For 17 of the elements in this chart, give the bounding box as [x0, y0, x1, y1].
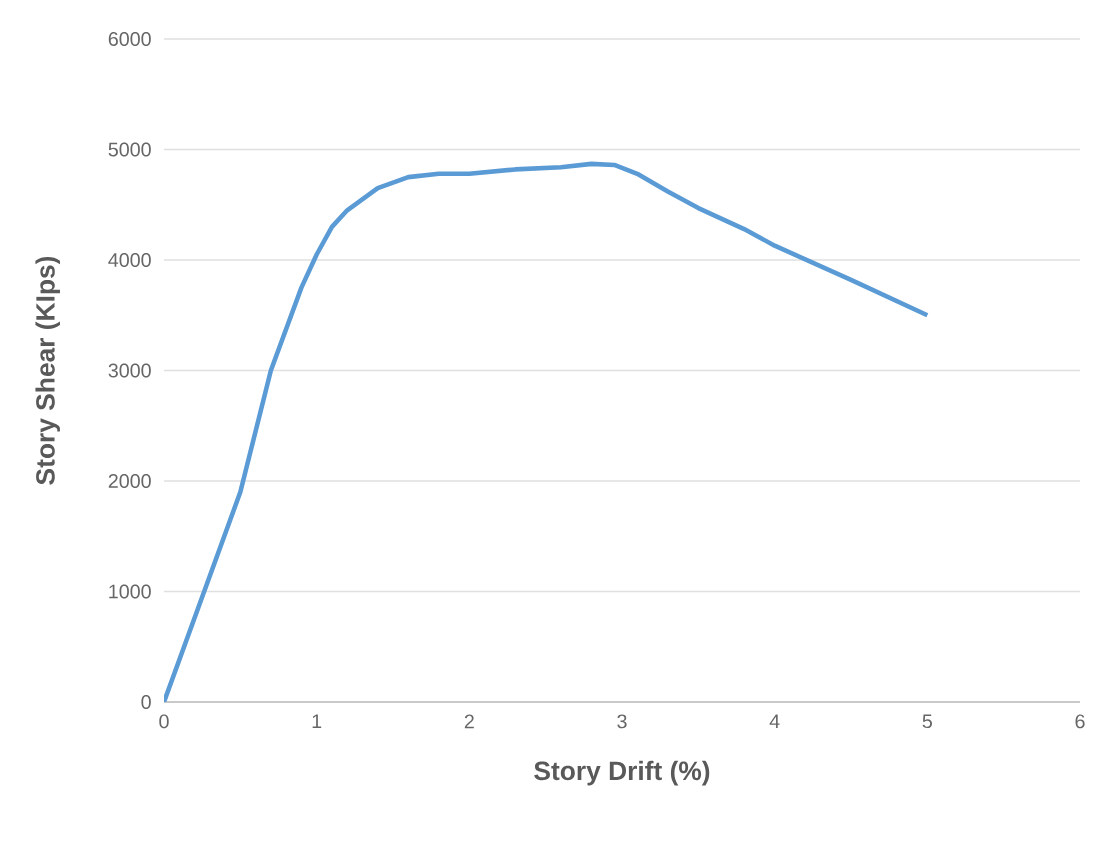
y-tick-label: 2000: [108, 474, 151, 488]
y-tick-label: 6000: [108, 32, 151, 46]
x-tick-label: 6: [1075, 714, 1085, 729]
y-tick-label: 5000: [108, 142, 151, 157]
x-axis-title: Story Drift (%): [534, 760, 710, 786]
line-series: [164, 161, 930, 702]
y-tick-label: 3000: [108, 363, 151, 378]
x-tick-label: 0: [159, 714, 169, 729]
y-tick-label: 0: [141, 695, 151, 709]
x-tick-label: 3: [617, 714, 627, 729]
y-axis-title: Story Shear (KIps): [35, 256, 60, 485]
x-tick-label: 5: [922, 714, 933, 729]
x-tick-label: 2: [464, 714, 474, 729]
y-tick-label: 1000: [109, 584, 151, 599]
y-tick-label: 4000: [108, 253, 151, 267]
x-tick-label: 4: [769, 714, 780, 728]
x-tick-label: 1: [312, 714, 322, 728]
